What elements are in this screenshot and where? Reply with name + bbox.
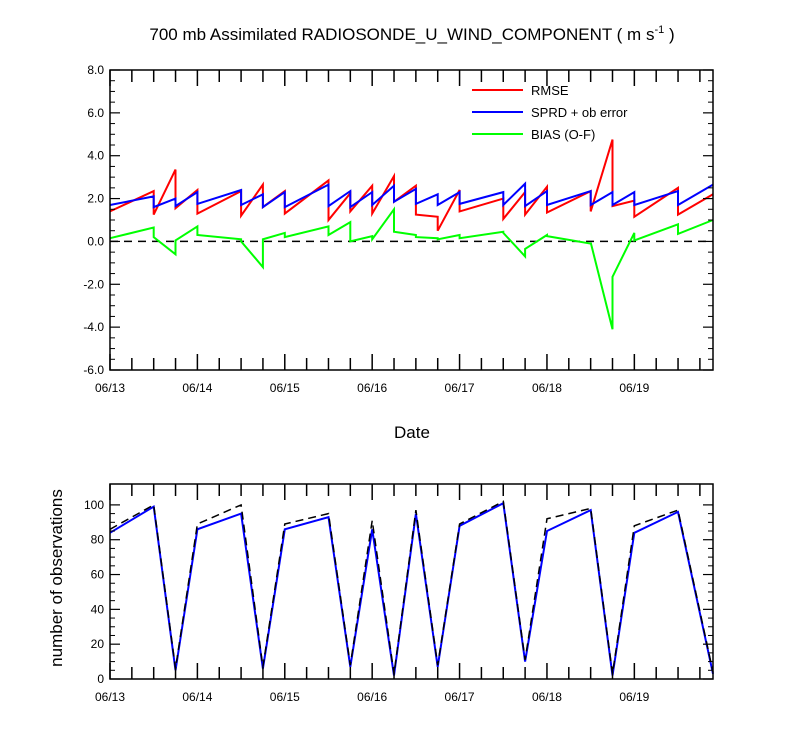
- y-tick-label: -2.0: [83, 277, 104, 291]
- series-line-bias-o-f: [109, 206, 714, 330]
- x-tick-label: 06/19: [619, 381, 649, 395]
- y-tick-label: 2.0: [87, 192, 104, 206]
- legend-rmse-label: RMSE: [531, 83, 569, 98]
- y-tick-label: 60: [91, 568, 105, 582]
- x-tick-label: 06/13: [95, 381, 125, 395]
- bottom-x-ticks: 06/13 06/14 06/15 06/16 06/17 06/18 06/19: [95, 484, 701, 704]
- top-chart-title: 700 mb Assimilated RADIOSONDE_U_WIND_COM…: [149, 24, 674, 44]
- x-tick-label: 06/13: [95, 690, 125, 704]
- y-tick-label: 6.0: [87, 106, 104, 120]
- y-tick-label: -6.0: [83, 363, 104, 377]
- series-line-rmse: [109, 139, 714, 232]
- top-chart: -6.0-4.0-2.00.02.04.06.08.0 06/13 06/14 06…: [83, 63, 714, 442]
- bottom-plot-frame: [109, 483, 714, 680]
- y-tick-label: -4.0: [83, 320, 104, 334]
- series-line-observations-used: [109, 501, 714, 676]
- bottom-y-ticks: 0 20 40 60 80 100: [84, 498, 713, 686]
- bottom-series-group: [109, 500, 714, 676]
- title-end: ): [664, 25, 674, 44]
- x-tick-label: 06/18: [532, 690, 562, 704]
- x-tick-label: 06/16: [357, 381, 387, 395]
- bottom-y-axis-label: number of observations: [47, 489, 66, 667]
- legend-bias-label: BIAS (O-F): [531, 127, 595, 142]
- y-tick-label: 20: [91, 637, 105, 651]
- y-tick-label: 0: [97, 672, 104, 686]
- title-main: 700 mb Assimilated RADIOSONDE_U_WIND_COM…: [149, 25, 654, 44]
- x-tick-label: 06/17: [445, 381, 475, 395]
- y-tick-label: 4.0: [87, 149, 104, 163]
- y-tick-label: 100: [84, 498, 104, 512]
- x-tick-label: 06/14: [182, 381, 212, 395]
- x-tick-label: 06/15: [270, 690, 300, 704]
- x-tick-label: 06/15: [270, 381, 300, 395]
- y-tick-label: 40: [91, 602, 105, 616]
- y-tick-label: 80: [91, 533, 105, 547]
- top-y-ticks: -6.0 -4.0 -2.0 0.0 2.0 4.0 6.0 8.0: [83, 63, 713, 377]
- top-x-axis-label: Date: [394, 423, 430, 442]
- series-line-observations-total: [109, 500, 714, 674]
- title-superscript: -1: [654, 24, 664, 36]
- x-tick-label: 06/18: [532, 381, 562, 395]
- x-tick-label: 06/14: [182, 690, 212, 704]
- x-tick-label: 06/17: [445, 690, 475, 704]
- top-x-ticks: 06/13 06/14 06/15 06/16 06/17 06/18 06/19: [95, 70, 701, 395]
- series-line-sprd-ob-error: [109, 181, 714, 209]
- y-tick-label: 0.0: [87, 234, 104, 248]
- top-series-group: [109, 139, 714, 330]
- legend: RMSE SPRD + ob error BIAS (O-F): [472, 83, 628, 142]
- y-tick-label: 8.0: [87, 63, 104, 77]
- x-tick-label: 06/19: [619, 690, 649, 704]
- legend-sprd-label: SPRD + ob error: [531, 105, 628, 120]
- x-tick-label: 06/16: [357, 690, 387, 704]
